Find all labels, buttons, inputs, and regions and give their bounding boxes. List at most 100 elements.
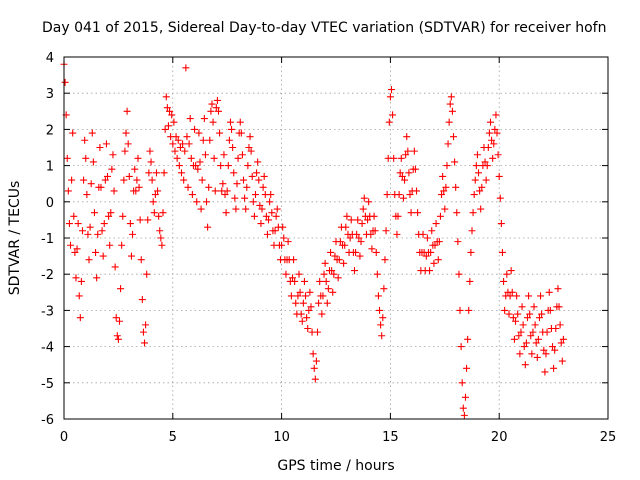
- data-point: [279, 223, 287, 231]
- data-point: [176, 144, 184, 151]
- data-point: [219, 180, 227, 188]
- data-point: [61, 78, 69, 86]
- data-point: [456, 306, 464, 314]
- data-point: [247, 147, 255, 155]
- data-points: [60, 60, 567, 419]
- data-point: [151, 191, 159, 199]
- data-point: [250, 212, 258, 220]
- chart-title: Day 041 of 2015, Sidereal Day-to-day VTE…: [42, 20, 606, 36]
- data-point: [559, 335, 567, 343]
- data-point: [253, 169, 261, 177]
- data-point: [232, 205, 240, 213]
- data-point: [503, 270, 511, 278]
- data-point: [125, 172, 133, 180]
- data-point: [451, 158, 459, 166]
- data-point: [528, 350, 536, 358]
- data-point: [249, 198, 257, 206]
- data-point: [93, 274, 101, 282]
- data-point: [541, 368, 549, 376]
- data-point: [101, 176, 109, 184]
- data-point: [263, 230, 271, 238]
- x-tick-label: 20: [491, 430, 508, 445]
- data-point: [494, 151, 502, 159]
- data-point: [390, 154, 398, 162]
- data-point: [206, 136, 214, 144]
- data-point: [170, 118, 178, 126]
- data-point: [166, 107, 174, 115]
- data-point: [485, 129, 493, 137]
- data-point: [452, 183, 460, 191]
- data-point: [181, 147, 189, 155]
- data-point: [92, 248, 100, 256]
- data-point: [493, 129, 501, 137]
- data-point: [136, 216, 144, 224]
- data-point: [500, 277, 508, 285]
- data-point: [222, 209, 230, 217]
- data-point: [245, 144, 253, 151]
- data-point: [558, 357, 566, 365]
- y-tick-label: -3: [41, 304, 54, 319]
- data-point: [69, 129, 77, 137]
- data-point: [82, 154, 90, 162]
- data-point: [290, 256, 298, 264]
- y-tick-label: -6: [41, 413, 54, 428]
- data-point: [315, 299, 323, 307]
- data-point: [370, 212, 378, 220]
- data-point: [80, 176, 88, 184]
- data-point: [174, 136, 182, 144]
- data-point: [284, 238, 292, 246]
- data-point: [105, 212, 113, 220]
- x-axis-label: GPS time / hours: [277, 458, 394, 474]
- data-point: [145, 169, 153, 177]
- data-point: [468, 227, 476, 235]
- y-tick-label: 0: [46, 196, 54, 211]
- data-point: [141, 339, 149, 347]
- data-point: [489, 154, 497, 162]
- data-point: [182, 64, 190, 72]
- data-point: [312, 357, 320, 365]
- data-point: [65, 220, 73, 228]
- data-point: [430, 259, 438, 267]
- data-point: [233, 180, 241, 188]
- data-point: [404, 147, 412, 155]
- data-point: [490, 140, 498, 148]
- data-point: [406, 191, 414, 199]
- data-point: [146, 147, 154, 155]
- data-point: [292, 299, 300, 307]
- data-point: [318, 310, 326, 318]
- data-point: [342, 223, 350, 231]
- data-point: [154, 187, 162, 195]
- data-point: [83, 191, 91, 199]
- data-point: [387, 86, 395, 94]
- data-point: [294, 292, 302, 300]
- data-point: [230, 169, 238, 177]
- data-point: [196, 158, 204, 166]
- data-point: [163, 104, 171, 112]
- data-point: [254, 158, 262, 166]
- data-point: [244, 162, 252, 170]
- data-point: [380, 285, 388, 293]
- data-point: [445, 118, 453, 126]
- data-point: [324, 285, 332, 293]
- data-point: [545, 288, 553, 296]
- data-point: [535, 314, 543, 322]
- data-point: [142, 321, 150, 329]
- data-point: [213, 96, 221, 104]
- data-point: [220, 151, 228, 159]
- data-point: [158, 241, 166, 249]
- data-point: [97, 183, 105, 191]
- data-point: [94, 230, 102, 238]
- data-point: [505, 310, 513, 318]
- data-point: [132, 187, 140, 195]
- data-point: [401, 176, 409, 184]
- data-point: [341, 241, 349, 249]
- data-point: [228, 125, 236, 133]
- data-point: [271, 227, 279, 235]
- data-point: [123, 107, 131, 115]
- data-point: [453, 209, 461, 217]
- data-point: [514, 310, 522, 318]
- data-point: [265, 216, 273, 224]
- data-point: [231, 194, 239, 202]
- y-tick-label: 2: [46, 123, 54, 138]
- data-point: [543, 328, 551, 336]
